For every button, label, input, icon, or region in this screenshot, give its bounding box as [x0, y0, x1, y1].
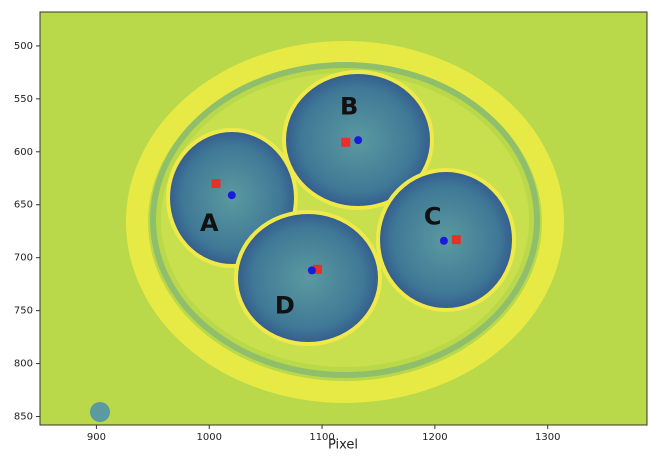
x-tick-label: 1100: [309, 432, 334, 443]
marker: [440, 237, 448, 245]
marker: [354, 136, 362, 144]
marker: [308, 266, 316, 274]
y-tick-label: 650: [14, 200, 33, 211]
annotation: B: [340, 92, 358, 120]
y-tick-label: 800: [14, 359, 33, 370]
x-tick-label: 900: [87, 432, 106, 443]
y-tick-label: 700: [14, 253, 33, 264]
y-tick-label: 750: [14, 306, 33, 317]
y-tick-label: 500: [14, 41, 33, 52]
marker: [228, 191, 236, 199]
marker: [341, 138, 350, 147]
annotation: D: [275, 291, 295, 319]
x-tick-label: 1300: [535, 432, 560, 443]
annotation: A: [200, 209, 219, 237]
image: [40, 12, 647, 425]
y-tick-label: 600: [14, 147, 33, 158]
annotation: C: [424, 202, 442, 230]
marker: [212, 179, 221, 188]
y-tick-label: 550: [14, 94, 33, 105]
y-tick-label: 850: [14, 412, 33, 423]
marker: [452, 235, 461, 244]
chart: Pixel 9001000110012001300500550600650700…: [0, 0, 652, 452]
x-tick-label: 1200: [422, 432, 447, 443]
x-tick-label: 1000: [197, 432, 222, 443]
